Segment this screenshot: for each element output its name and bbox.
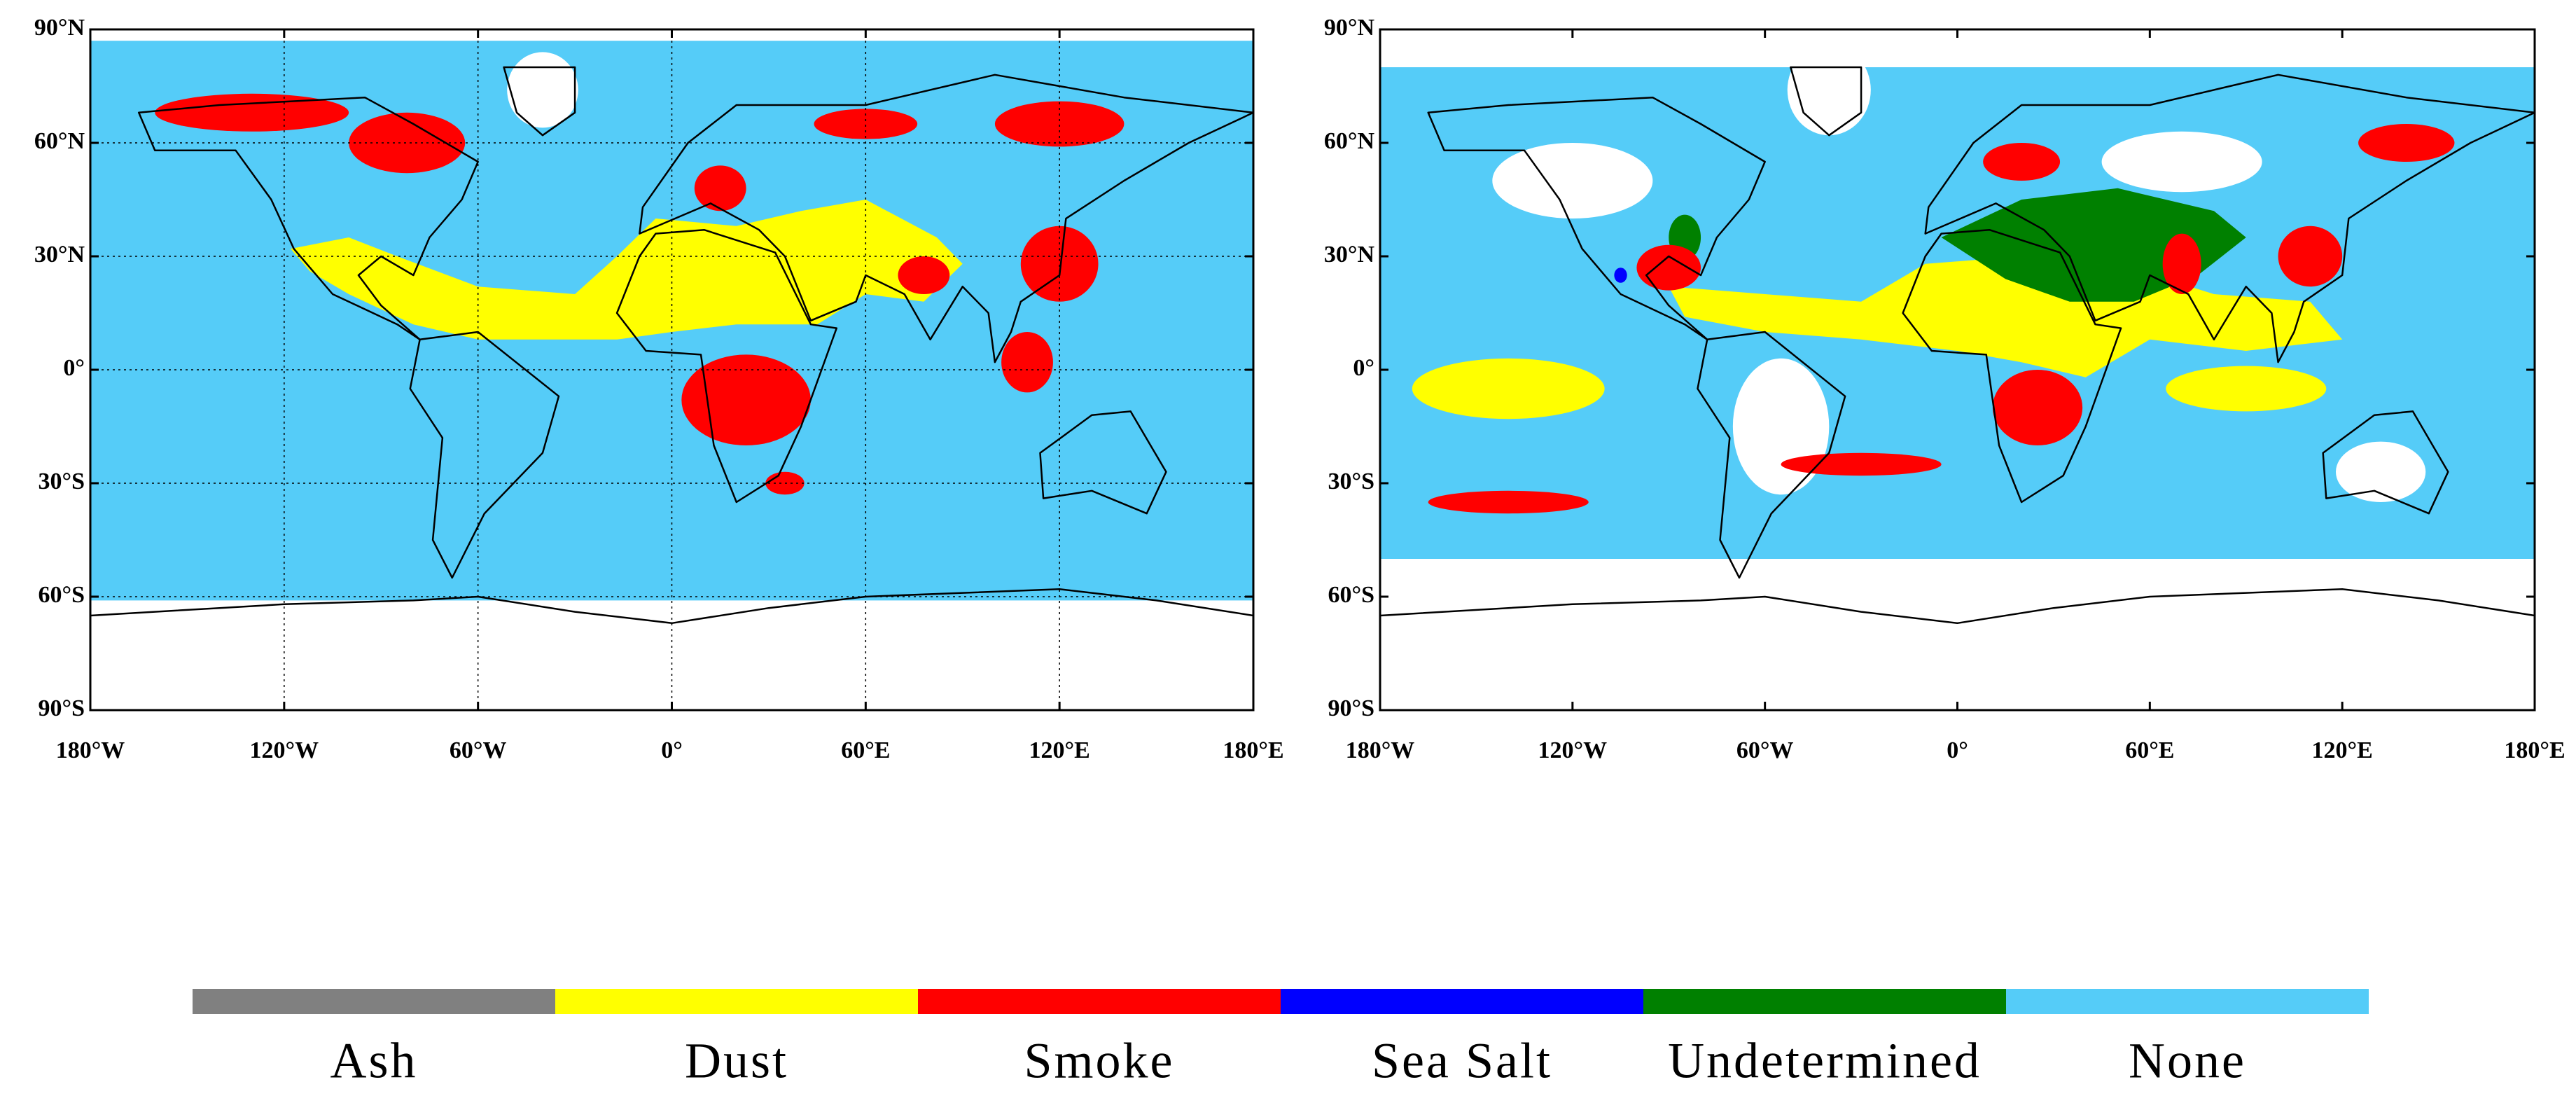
x-tick-label: 60°E bbox=[841, 737, 890, 763]
legend-label: Ash bbox=[330, 1033, 417, 1089]
legend-label: Dust bbox=[685, 1033, 788, 1089]
y-tick-label: 60°S bbox=[1328, 582, 1374, 608]
y-tick-label: 60°S bbox=[38, 582, 85, 608]
y-tick-label: 90°S bbox=[38, 695, 85, 721]
y-tick-label: 90°S bbox=[1328, 695, 1374, 721]
legend-label: None bbox=[2129, 1033, 2246, 1089]
x-tick-label: 0° bbox=[1947, 737, 1968, 763]
legend-swatch bbox=[1643, 989, 2006, 1014]
y-tick-label: 30°N bbox=[1324, 242, 1375, 268]
legend-swatch bbox=[918, 989, 1281, 1014]
legend-label: Smoke bbox=[1024, 1033, 1174, 1089]
legend-label: Sea Salt bbox=[1372, 1033, 1552, 1089]
y-tick-label: 60°N bbox=[1324, 128, 1375, 154]
x-tick-label: 60°E bbox=[2125, 737, 2174, 763]
legend-swatch bbox=[2006, 989, 2369, 1014]
legend-swatch bbox=[555, 989, 918, 1014]
y-tick-label: 30°S bbox=[38, 469, 85, 494]
y-tick-label: 90°N bbox=[34, 15, 85, 41]
x-tick-label: 180°E bbox=[1223, 737, 1283, 763]
y-tick-label: 30°S bbox=[1328, 469, 1374, 494]
x-tick-label: 120°W bbox=[1538, 737, 1608, 763]
x-tick-label: 120°W bbox=[250, 737, 319, 763]
y-tick-label: 0° bbox=[63, 355, 85, 381]
y-tick-label: 0° bbox=[1353, 355, 1374, 381]
y-tick-label: 90°N bbox=[1324, 15, 1375, 41]
x-tick-label: 120°E bbox=[1029, 737, 1090, 763]
y-tick-label: 60°N bbox=[34, 128, 85, 154]
legend-swatch bbox=[1281, 989, 1643, 1014]
x-tick-label: 180°E bbox=[2504, 737, 2565, 763]
x-tick-label: 180°W bbox=[56, 737, 125, 763]
x-tick-label: 120°E bbox=[2312, 737, 2373, 763]
legend-label: Undetermined bbox=[1668, 1033, 1982, 1089]
y-tick-label: 30°N bbox=[34, 242, 85, 268]
x-tick-label: 0° bbox=[661, 737, 683, 763]
x-tick-label: 180°W bbox=[1346, 737, 1415, 763]
x-tick-label: 60°W bbox=[1736, 737, 1794, 763]
map-right bbox=[1380, 29, 2535, 710]
legend-swatch bbox=[193, 989, 555, 1014]
x-tick-label: 60°W bbox=[450, 737, 507, 763]
